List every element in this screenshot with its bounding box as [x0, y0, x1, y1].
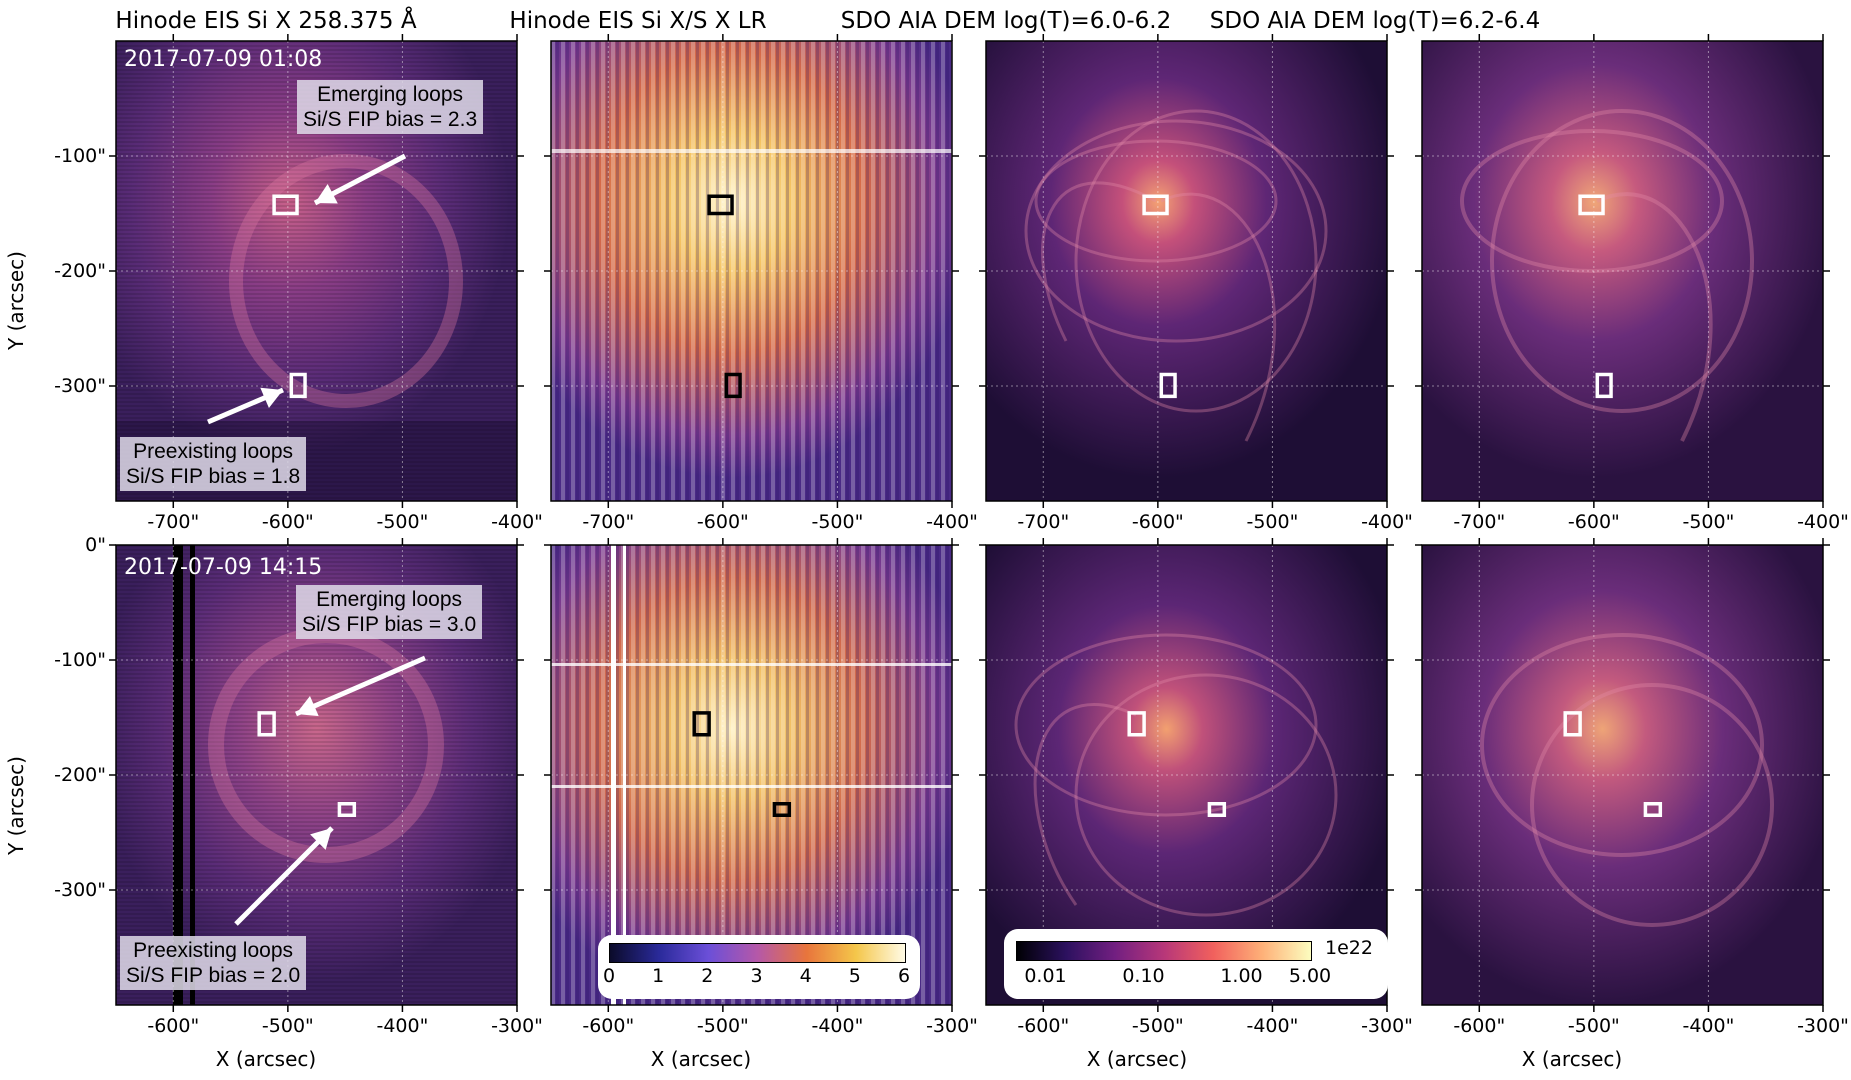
x-tick-label: -500": [811, 511, 864, 533]
colorbar-ratio-strip: [609, 943, 906, 963]
map-eis-ratio-row1: [551, 41, 952, 501]
map-aia-high-row1: [1422, 41, 1823, 501]
x-tick-label: -400": [1246, 1015, 1299, 1037]
colorbar-dem-tick: 0.10: [1122, 965, 1165, 987]
callout-preexisting-row1-bias: Si/S FIP bias = 1.8: [126, 465, 301, 488]
colorbar-dem: 1e22 0.01 0.10 1.00 5.00: [1004, 929, 1388, 999]
x-tick-label: -500": [696, 1015, 749, 1037]
x-tick-label: -300": [491, 1015, 543, 1037]
x-tick-label: -500": [376, 511, 429, 533]
callout-preexisting-row1: Preexisting loops Si/S FIP bias = 1.8: [120, 437, 307, 491]
x-tick-label: -300": [1361, 1015, 1413, 1037]
callout-emerging-row1-name: Emerging loops: [317, 83, 464, 106]
x-tick-label: -300": [1797, 1015, 1849, 1037]
callout-preexisting-row2-name: Preexisting loops: [133, 939, 294, 962]
colorbar-ratio: 0 1 2 3 4 5 6: [598, 935, 920, 999]
y-tick-label: -300": [54, 879, 106, 901]
callout-preexisting-row1-name: Preexisting loops: [133, 440, 294, 463]
y-axis-label-row1: Y (arcsec): [4, 251, 28, 350]
x-tick-label: -400": [491, 511, 543, 533]
callout-emerging-row2-bias: Si/S FIP bias = 3.0: [302, 613, 477, 636]
colorbar-ratio-tick: 0: [602, 965, 616, 987]
date-row1: 2017-07-09 01:08: [124, 47, 323, 72]
x-tick-label: -700": [147, 511, 200, 533]
x-tick-label: -500": [1246, 511, 1299, 533]
x-tick-label: -600": [1567, 511, 1620, 533]
colorbar-dem-tick: 5.00: [1288, 965, 1332, 987]
callout-emerging-row2: Emerging loops Si/S FIP bias = 3.0: [296, 585, 483, 639]
y-axis-label-row2: Y (arcsec): [4, 756, 28, 855]
y-tick-label: -200": [54, 764, 106, 786]
x-tick-label: -600": [1017, 1015, 1070, 1037]
colorbar-ratio-tick: 4: [799, 965, 812, 987]
x-tick-label: -400": [1797, 511, 1849, 533]
y-tick-label: -100": [54, 145, 106, 167]
callout-preexisting-row2: Preexisting loops Si/S FIP bias = 2.0: [120, 936, 307, 990]
x-tick-label: -600": [147, 1015, 200, 1037]
x-tick-label: -600": [261, 511, 314, 533]
y-tick-label: -100": [54, 649, 106, 671]
x-tick-label: -400": [1682, 1015, 1735, 1037]
x-axis-label-col2: X (arcsec): [650, 1047, 752, 1071]
colorbar-ratio-tick: 5: [848, 965, 861, 987]
callout-emerging-row1: Emerging loops Si/S FIP bias = 2.3: [297, 80, 484, 134]
colorbar-dem-strip: [1016, 941, 1312, 961]
colorbar-ratio-tick: 3: [750, 965, 763, 987]
x-axis-label-col1: X (arcsec): [215, 1047, 317, 1071]
x-tick-label: -600": [582, 1015, 635, 1037]
x-tick-label: -700": [1453, 511, 1506, 533]
colorbar-dem-tick: 1.00: [1220, 965, 1263, 987]
callout-emerging-row1-bias: Si/S FIP bias = 2.3: [303, 108, 478, 131]
title-eis-si: Hinode EIS Si X 258.375 Å: [115, 8, 417, 34]
x-tick-label: -600": [1453, 1015, 1506, 1037]
map-aia-high-row2: [1422, 545, 1823, 1005]
y-tick-label: -300": [54, 375, 106, 397]
colorbar-ratio-tick: 6: [897, 965, 911, 987]
x-tick-label: -300": [926, 1015, 978, 1037]
y-tick-label: 0": [85, 534, 106, 556]
x-axis-label-col3: X (arcsec): [1086, 1047, 1188, 1071]
x-tick-label: -700": [582, 511, 635, 533]
x-tick-label: -600": [1131, 511, 1184, 533]
x-axis-label-col4: X (arcsec): [1521, 1047, 1623, 1071]
x-tick-label: -400": [376, 1015, 429, 1037]
colorbar-dem-tick: 0.01: [1024, 965, 1067, 987]
y-tick-label: -200": [54, 260, 106, 282]
map-aia-low-row1: [986, 41, 1387, 501]
x-tick-label: -500": [1131, 1015, 1184, 1037]
x-tick-label: -500": [1682, 511, 1735, 533]
date-row2: 2017-07-09 14:15: [124, 555, 323, 580]
x-tick-label: -400": [811, 1015, 864, 1037]
title-aia-high: SDO AIA DEM log(T)=6.2-6.4: [1209, 8, 1541, 34]
title-aia-low: SDO AIA DEM log(T)=6.0-6.2: [840, 8, 1172, 34]
colorbar-ratio-tick: 1: [652, 965, 665, 987]
x-tick-label: -500": [261, 1015, 314, 1037]
title-eis-ratio: Hinode EIS Si X/S X LR: [509, 8, 767, 34]
x-tick-label: -500": [1567, 1015, 1620, 1037]
x-tick-label: -600": [696, 511, 749, 533]
x-tick-label: -400": [926, 511, 978, 533]
x-tick-label: -700": [1017, 511, 1070, 533]
callout-preexisting-row2-bias: Si/S FIP bias = 2.0: [126, 964, 301, 987]
callout-emerging-row2-name: Emerging loops: [316, 588, 463, 611]
x-tick-label: -400": [1361, 511, 1413, 533]
colorbar-dem-multiplier: 1e22: [1325, 937, 1373, 959]
colorbar-ratio-tick: 2: [701, 965, 714, 987]
